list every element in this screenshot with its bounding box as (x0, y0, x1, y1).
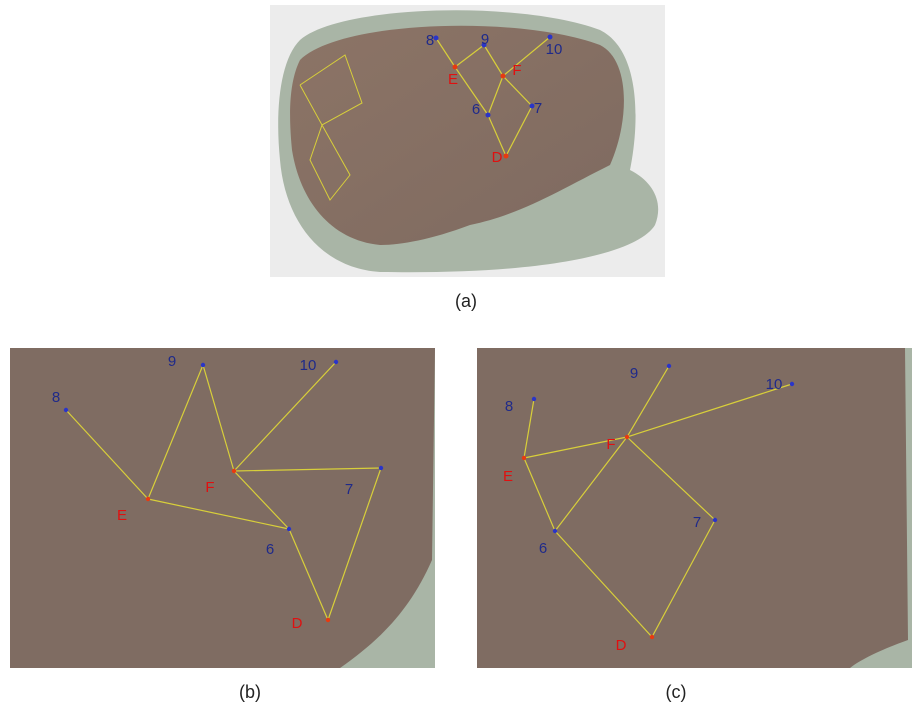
panel-caption: (a) (455, 291, 477, 311)
edge (454, 66, 489, 116)
brain (290, 25, 624, 245)
edge (233, 361, 337, 472)
point-label: F (606, 436, 615, 453)
point (145, 496, 151, 502)
point (63, 407, 69, 413)
edge (554, 436, 628, 532)
edge (202, 364, 235, 472)
panel-caption: (b) (239, 682, 261, 702)
point (231, 468, 237, 474)
panel-a-extra-lines (299, 54, 363, 201)
point (378, 465, 384, 471)
point-label: 6 (266, 541, 274, 558)
point-label: D (492, 149, 503, 166)
point-label: 9 (168, 353, 176, 370)
edge (505, 105, 533, 157)
point (666, 363, 672, 369)
edge (147, 498, 290, 530)
point (500, 73, 506, 79)
point (485, 112, 491, 118)
edge (502, 75, 533, 107)
edge (233, 467, 382, 472)
edge (651, 519, 716, 638)
edge (454, 44, 485, 68)
edge (554, 530, 653, 638)
point-label: E (117, 507, 127, 524)
point-label: F (205, 479, 214, 496)
edge (626, 436, 716, 521)
point-label: F (512, 62, 521, 79)
point-label: 10 (766, 376, 783, 393)
point-label: E (503, 468, 513, 485)
point-label: E (448, 71, 458, 88)
point-label: 8 (505, 398, 513, 415)
point-label: 9 (630, 365, 638, 382)
point-label: D (616, 637, 627, 654)
point (624, 434, 630, 440)
edge (523, 398, 535, 459)
point-label: 7 (345, 481, 353, 498)
point (649, 634, 655, 640)
edge (233, 470, 290, 530)
point (552, 528, 558, 534)
point (789, 381, 795, 387)
point (325, 617, 331, 623)
brain-b (10, 348, 435, 668)
point (481, 42, 487, 48)
point-label: 8 (52, 389, 60, 406)
edge (435, 37, 456, 68)
point (333, 359, 339, 365)
point-label: 7 (534, 100, 542, 117)
edge (65, 409, 149, 500)
edge (626, 365, 670, 438)
edge (483, 44, 504, 77)
edge (502, 36, 551, 77)
point-label: 6 (539, 540, 547, 557)
point (452, 64, 458, 70)
point-label: 6 (472, 101, 480, 118)
edge (327, 467, 382, 621)
point-label: 8 (426, 32, 434, 49)
point (433, 35, 439, 41)
point (547, 34, 553, 40)
point-label: 7 (693, 514, 701, 531)
point (531, 396, 537, 402)
point (200, 362, 206, 368)
edge (147, 364, 204, 500)
point-label: 9 (481, 31, 489, 48)
point-label: D (292, 615, 303, 632)
point (712, 517, 718, 523)
edge (288, 528, 329, 621)
point-label: 10 (300, 357, 317, 374)
overlay: 8 9 10 E F 6 7 D (a) 8 9 10 E F 6 7 D (b) 8 9 10 E F 6 7 D (c) (52, 31, 795, 702)
point-label: 10 (546, 41, 563, 58)
point (521, 455, 527, 461)
edge (626, 383, 793, 438)
point (286, 526, 292, 532)
panel-caption: (c) (666, 682, 687, 702)
edge (523, 436, 628, 459)
edge (523, 457, 556, 532)
point (529, 103, 535, 109)
point (503, 153, 509, 159)
brain-c (477, 348, 908, 668)
edge (487, 114, 507, 157)
edge (487, 75, 504, 116)
